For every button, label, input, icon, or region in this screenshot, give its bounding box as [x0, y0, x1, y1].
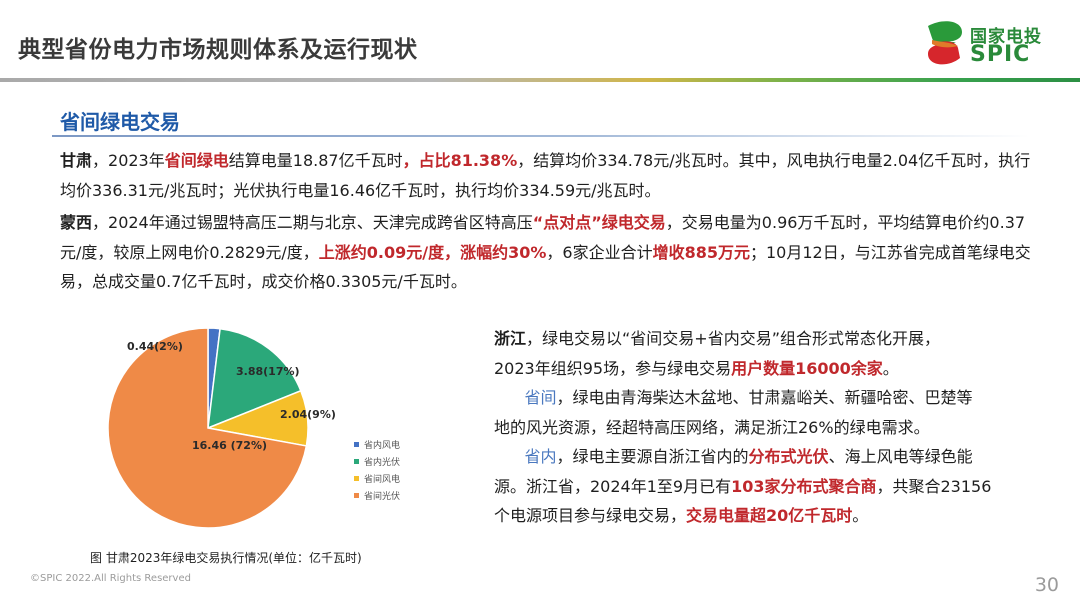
- header-divider: [0, 78, 1080, 82]
- gansu-text-3: ，结算均价334.78元/兆瓦时。其中，风电执行电量2.04亿千瓦时，执行均价3…: [60, 151, 1031, 200]
- zhejiang-highlight-aggregators: 103家分布式聚合商: [731, 476, 877, 496]
- zhejiang-text-2a: 2023年组织95场，参与绿电交易: [494, 358, 732, 378]
- gansu-highlight-2: ，占比81.38%: [402, 151, 518, 170]
- mengxi-text-1: ，2024年通过锡盟特高压二期与北京、天津完成跨省区特高压: [92, 213, 533, 232]
- zhejiang-line-3: 省间，绿电由青海柴达木盆地、甘肃嘉峪关、新疆哈密、巴楚等: [494, 383, 1039, 413]
- mengxi-highlight-3: 增收885万元: [652, 242, 750, 262]
- zhejiang-lead: 浙江: [494, 329, 527, 348]
- spic-emblem-icon: [928, 21, 962, 65]
- spic-logo: 国家电投 SPIC: [922, 18, 1072, 70]
- mengxi-highlight-2: 上涨约0.09元/度，涨幅约30%: [318, 242, 547, 262]
- pie-data-label-4: 16.46 (72%): [192, 439, 267, 452]
- logo-chinese-text: 国家电投: [970, 27, 1042, 47]
- pie-data-label-2: 3.88(17%): [236, 365, 300, 378]
- gansu-paragraph: 甘肃，2023年省间绿电结算电量18.87亿千瓦时，占比81.38%，结算均价3…: [60, 146, 1045, 205]
- zhejiang-text-5c: 、海上风电等绿色能: [828, 447, 973, 466]
- gansu-text-2: 结算电量18.87亿千瓦时: [228, 151, 403, 170]
- page-number: 30: [1034, 574, 1059, 596]
- zhejiang-line-2: 2023年组织95场，参与绿电交易用户数量16000余家。: [494, 354, 1039, 384]
- zhejiang-text-4: 地的风光资源，经超特高压网络，满足浙江26%的绿电需求。: [494, 417, 930, 437]
- mengxi-text-4: ；10月12日，与江苏省完成首笔绿电交易，总成交量0.7亿千瓦时，成交价格0.3…: [60, 242, 1031, 292]
- mengxi-paragraph: 蒙西，2024年通过锡盟特高压二期与北京、天津完成跨省区特高压“点对点”绿电交易…: [60, 208, 1045, 297]
- section-divider: [52, 135, 1030, 137]
- zhejiang-block: 浙江，绿电交易以“省间交易+省内交易”组合形式常态化开展， 2023年组织95场…: [494, 324, 1039, 531]
- zhejiang-text-5a: ，绿电主要源自浙江省内的: [556, 447, 749, 466]
- zhejiang-highlight-pv: 分布式光伏: [748, 447, 829, 466]
- pie-chart: 0.44(2%) 3.88(17%) 2.04(9%) 16.46 (72%) 省内风电…: [100, 305, 460, 545]
- chart-caption: 图 甘肃2023年绿电交易执行情况(单位：亿千瓦时): [90, 551, 362, 565]
- zhejiang-line-4: 地的风光资源，经超特高压网络，满足浙江26%的绿电需求。: [494, 413, 1039, 443]
- zhejiang-text-6a: 源。浙江省，2024年1至9月已有: [494, 476, 732, 496]
- gansu-highlight-1: 省间绿电: [164, 151, 229, 170]
- zhejiang-line-1: 浙江，绿电交易以“省间交易+省内交易”组合形式常态化开展，: [494, 324, 1039, 354]
- pie-slice-4: [107, 327, 308, 529]
- zhejiang-text-2b: 。: [882, 358, 899, 378]
- mengxi-text-2: ，交易电量为0.96万千瓦时，平均结算电价约0.37元/度，较原上网电价0.28…: [60, 213, 1026, 262]
- zhejiang-text-6b: ，共聚合23156: [876, 476, 992, 496]
- mengxi-text-3: ，6家企业合计: [546, 242, 653, 262]
- zhejiang-interprovincial-label: 省间: [524, 388, 557, 407]
- zhejiang-intraprovincial-label: 省内: [524, 447, 557, 466]
- zhejiang-line-5: 省内，绿电主要源自浙江省内的分布式光伏、海上风电等绿色能: [494, 442, 1039, 472]
- pie-data-label-1: 0.44(2%): [127, 340, 183, 353]
- legend-swatch-4: [354, 493, 359, 498]
- zhejiang-text-7b: 。: [852, 506, 869, 525]
- legend-label-4: 省间光伏: [364, 490, 400, 502]
- zhejiang-text-7a: 个电源项目参与绿电交易，: [494, 506, 687, 525]
- section-title: 省间绿电交易: [60, 110, 180, 134]
- page-title: 典型省份电力市场规则体系及运行现状: [18, 37, 418, 63]
- pie-slice-2: [207, 327, 302, 430]
- mengxi-lead: 蒙西: [60, 213, 93, 232]
- copyright-footer: ©SPIC 2022.All Rights Reserved: [30, 573, 191, 584]
- legend-swatch-1: [354, 442, 359, 447]
- zhejiang-text-3: ，绿电由青海柴达木盆地、甘肃嘉峪关、新疆哈密、巴楚等: [556, 388, 973, 407]
- zhejiang-line-7: 个电源项目参与绿电交易，交易电量超20亿千瓦时。: [494, 501, 1039, 531]
- mengxi-highlight-1: “点对点”绿电交易: [532, 213, 666, 232]
- legend-label-2: 省内光伏: [364, 456, 400, 468]
- zhejiang-line-6: 源。浙江省，2024年1至9月已有103家分布式聚合商，共聚合23156: [494, 472, 1039, 502]
- zhejiang-highlight-users: 用户数量16000余家: [731, 358, 883, 378]
- legend-label-3: 省间风电: [364, 473, 400, 485]
- legend-swatch-3: [354, 476, 359, 481]
- gansu-text-1: ，2023年: [92, 151, 165, 170]
- gansu-lead: 甘肃: [60, 151, 93, 170]
- zhejiang-highlight-volume: 交易电量超20亿千瓦时: [686, 506, 853, 525]
- pie-data-label-3: 2.04(9%): [280, 408, 336, 421]
- logo-english-text: SPIC: [970, 42, 1031, 67]
- zhejiang-text-1: ，绿电交易以“省间交易+省内交易”组合形式常态化开展，: [526, 329, 941, 348]
- pie-chart-svg: 0.44(2%) 3.88(17%) 2.04(9%) 16.46 (72%) 省内风电…: [107, 327, 400, 529]
- legend-label-1: 省内风电: [364, 439, 400, 451]
- legend-swatch-2: [354, 459, 359, 464]
